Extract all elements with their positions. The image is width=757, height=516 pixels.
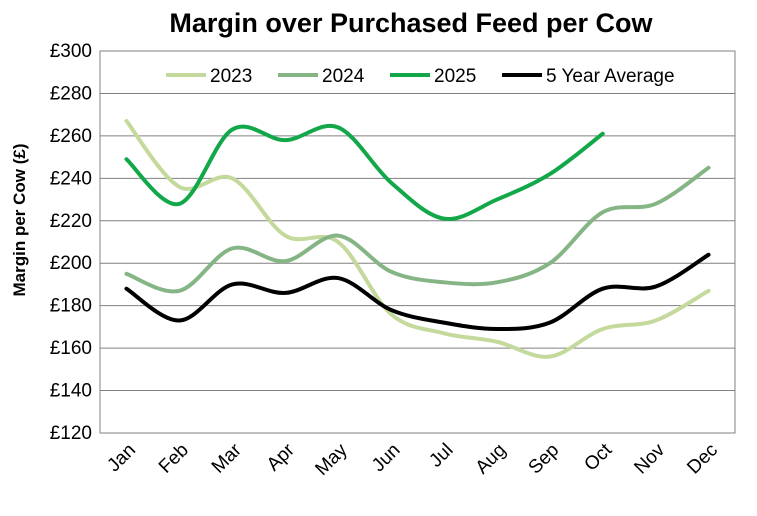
legend-label-2025: 2025 bbox=[434, 66, 476, 87]
series-line-2024 bbox=[124, 165, 711, 294]
x-tick-label: Jan bbox=[103, 440, 140, 477]
y-tick-label: £200 bbox=[50, 253, 92, 274]
plot-area-frame bbox=[99, 50, 736, 434]
gridlines bbox=[100, 50, 735, 434]
y-tick-label: £160 bbox=[50, 338, 92, 359]
chart-title: Margin over Purchased Feed per Cow bbox=[169, 8, 653, 38]
y-tick-label: £120 bbox=[50, 423, 92, 444]
y-tick-labels: £120 £140 £160 £180 £200 £220 £240 £260 £280 £300 bbox=[50, 41, 92, 444]
legend-label-5-year-average: 5 Year Average bbox=[546, 66, 675, 87]
y-tick-label: £300 bbox=[50, 41, 92, 62]
x-tick-label: Mar bbox=[208, 439, 246, 477]
x-tick-label: Jul bbox=[425, 440, 457, 472]
x-tick-label: Dec bbox=[683, 440, 722, 479]
legend-label-2024: 2024 bbox=[322, 66, 365, 87]
x-tick-label: Jun bbox=[368, 440, 405, 477]
x-tick-label: Nov bbox=[630, 439, 669, 478]
y-tick-label: £280 bbox=[50, 83, 92, 104]
y-tick-label: £140 bbox=[50, 381, 92, 402]
legend: 2023 2024 2025 5 Year Average bbox=[166, 66, 675, 87]
series-line-2023 bbox=[124, 119, 711, 359]
x-tick-label: Feb bbox=[155, 440, 193, 478]
x-tick-label: Sep bbox=[525, 440, 564, 479]
series-line-2025 bbox=[124, 123, 605, 221]
y-tick-label: £180 bbox=[50, 296, 92, 317]
y-tick-label: £260 bbox=[50, 126, 92, 147]
series-line-5-year-average bbox=[124, 252, 711, 332]
x-tick-label: Oct bbox=[580, 439, 616, 475]
x-tick-label: Aug bbox=[472, 440, 511, 479]
y-tick-label: £240 bbox=[50, 168, 92, 189]
x-tick-label: Apr bbox=[263, 439, 299, 475]
series-lines bbox=[124, 119, 711, 359]
y-tick-label: £220 bbox=[50, 211, 92, 232]
x-tick-label: May bbox=[311, 439, 352, 480]
y-axis-label: Margin per Cow (£) bbox=[10, 143, 29, 296]
x-tick-labels: Jan Feb Mar Apr May Jun Jul Aug Sep Oct Nov Dec bbox=[103, 439, 722, 480]
legend-label-2023: 2023 bbox=[210, 66, 252, 87]
